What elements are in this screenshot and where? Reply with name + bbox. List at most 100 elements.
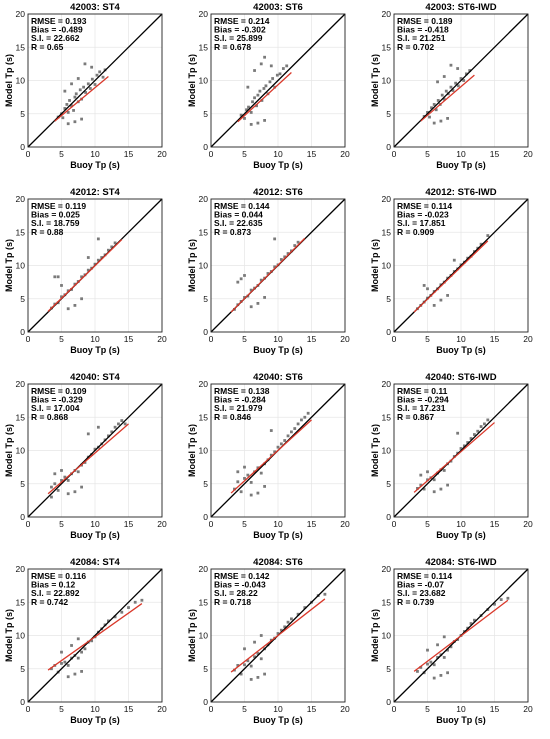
data-point — [90, 639, 94, 643]
x-tick-label: 5 — [242, 149, 247, 159]
stat-label: R = 0.873 — [214, 227, 251, 237]
y-tick-label: 0 — [203, 512, 208, 522]
stat-label: R = 0.846 — [214, 412, 251, 422]
x-tick-label: 0 — [26, 519, 31, 529]
data-point — [273, 450, 277, 454]
y-tick-label: 20 — [16, 9, 26, 19]
data-point — [263, 296, 266, 299]
scatter-plot: 00 5 5 10 10 15 15 20 20 42003: ST4 Buoy Tp (s) Mod… — [4, 2, 167, 170]
stat-label: RMSE = 0.116 — [31, 571, 86, 581]
stat-label: Bias = -0.043 — [214, 580, 266, 590]
data-point — [76, 77, 80, 80]
y-tick-label: 10 — [199, 446, 209, 456]
data-point — [436, 99, 440, 102]
scatter-plot: 00 5 5 10 10 15 15 20 20 42012: ST4 Buoy Tp (s) Mod… — [4, 187, 167, 355]
regression-line — [47, 603, 143, 671]
data-point — [268, 80, 272, 84]
data-point — [432, 663, 436, 667]
x-tick-label: 0 — [209, 334, 214, 344]
data-point — [239, 113, 243, 117]
y-tick-label: 10 — [382, 76, 392, 86]
y-tick-label: 10 — [382, 446, 392, 456]
y-axis-label: Model Tp (s) — [187, 54, 197, 107]
stat-label: RMSE = 0.119 — [31, 201, 86, 211]
regression-line — [413, 422, 495, 493]
x-tick-label: 5 — [59, 704, 64, 714]
y-tick-label: 20 — [199, 564, 209, 574]
y-axis-label: Model Tp (s) — [187, 424, 197, 477]
data-point — [279, 628, 283, 632]
y-tick-label: 10 — [16, 446, 26, 456]
stat-label: R = 0.702 — [397, 42, 434, 52]
one-to-one-line — [27, 13, 163, 148]
stat-label: R = 0.678 — [214, 42, 251, 52]
data-point — [239, 277, 243, 281]
data-point — [86, 268, 90, 272]
y-tick-label: 0 — [20, 697, 25, 707]
data-point — [113, 241, 117, 245]
data-point — [456, 67, 460, 70]
data-point — [60, 284, 63, 287]
stat-label: RMSE = 0.109 — [31, 386, 87, 396]
stat-label: S.I. = 17.851 — [397, 218, 446, 228]
stat-label: R = 0.868 — [31, 412, 68, 422]
data-point — [483, 422, 486, 426]
plot-frame — [393, 198, 529, 333]
data-point — [246, 659, 250, 663]
regression-line — [237, 72, 292, 123]
y-tick-label: 15 — [16, 227, 26, 237]
data-point — [243, 465, 246, 469]
plot-frame — [27, 13, 163, 148]
data-point — [300, 418, 303, 422]
one-to-one-line — [210, 13, 346, 148]
y-tick-label: 10 — [199, 631, 209, 641]
y-tick-label: 5 — [20, 294, 25, 304]
x-tick-label: 5 — [425, 334, 430, 344]
y-tick-label: 0 — [203, 142, 208, 152]
data-point — [93, 262, 97, 266]
data-point — [60, 650, 63, 654]
data-point — [446, 671, 449, 675]
data-point — [90, 65, 94, 69]
panel-title: 42012: ST6-IWD — [425, 187, 496, 198]
y-tick-label: 20 — [16, 379, 26, 389]
data-point — [479, 425, 483, 428]
scatter-panel: 0 0 5 5 10 10 15 15 20 20 42003: ST6 Buoy Tp (s) Mod… — [183, 0, 366, 184]
data-point — [456, 431, 460, 435]
data-point — [243, 647, 246, 651]
data-point — [296, 422, 300, 426]
x-axis-label: Buoy Tp (s) — [70, 345, 120, 355]
data-point — [278, 72, 282, 76]
scatter-plot: 00 5 5 10 10 15 15 20 20 42084: ST4 Buoy Tp (s) Mod… — [4, 557, 167, 725]
data-point — [449, 85, 453, 89]
scatter-panel: 0 0 5 5 10 10 15 15 20 20 42084: ST6-IWD Buoy Tp (s… — [366, 555, 549, 739]
y-tick-label: 5 — [203, 109, 208, 119]
data-point — [110, 430, 114, 434]
data-point — [96, 258, 100, 262]
data-point — [80, 117, 83, 121]
data-point — [486, 234, 490, 237]
y-tick-label: 15 — [16, 42, 26, 52]
data-point — [66, 492, 70, 496]
data-point — [286, 434, 290, 438]
regression-line — [230, 237, 306, 313]
data-point — [96, 425, 100, 429]
data-point — [273, 237, 277, 241]
data-point — [449, 63, 453, 67]
y-tick-label: 15 — [199, 42, 209, 52]
data-point — [456, 84, 460, 88]
one-to-one-line — [27, 383, 163, 518]
x-tick-label: 20 — [157, 334, 167, 344]
data-point — [473, 618, 476, 622]
data-point — [473, 433, 476, 436]
y-tick-label: 15 — [382, 412, 392, 422]
stat-label: R = 0.88 — [31, 227, 64, 237]
data-point — [110, 245, 114, 249]
y-tick-label: 5 — [203, 479, 208, 489]
x-tick-label: 20 — [523, 334, 533, 344]
data-point — [83, 62, 87, 66]
x-tick-label: 15 — [307, 334, 317, 344]
stat-label: Bias = 0.12 — [31, 580, 75, 590]
data-point — [271, 77, 275, 80]
stat-label: S.I. = 21.979 — [214, 403, 263, 413]
